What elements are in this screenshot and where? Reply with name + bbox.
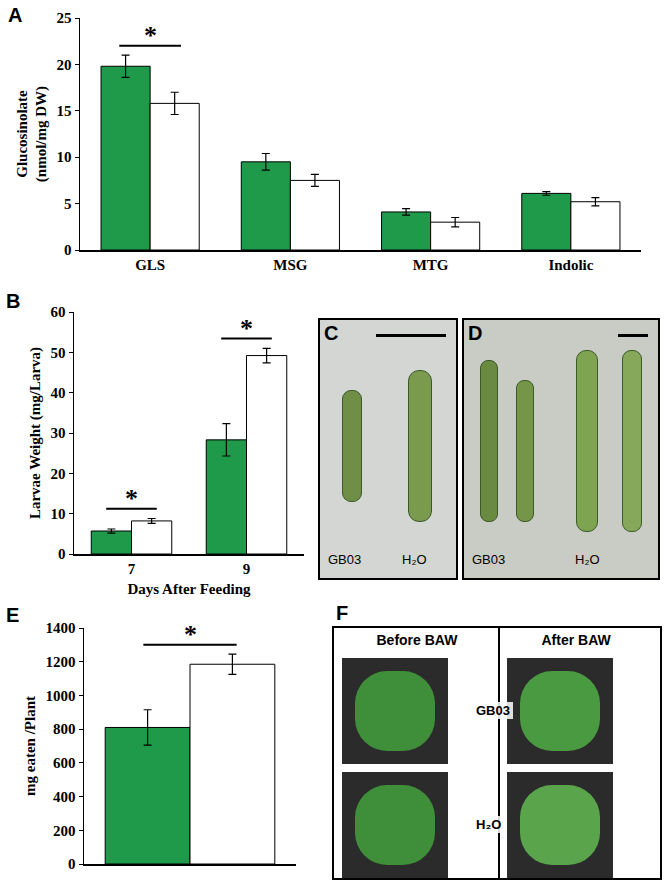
svg-text:GLS: GLS xyxy=(135,257,165,273)
svg-text:1200: 1200 xyxy=(46,654,76,670)
svg-text:Larvae Weight (mg/Larva): Larvae Weight (mg/Larva) xyxy=(27,347,44,519)
svg-text:800: 800 xyxy=(53,721,76,737)
html-text:A: A xyxy=(8,4,23,26)
svg-text:Days After Feeding: Days After Feeding xyxy=(127,581,251,597)
svg-text:25: 25 xyxy=(57,10,72,26)
html-text:After BAW: After BAW xyxy=(541,632,611,648)
svg-text:600: 600 xyxy=(53,755,76,771)
svg-text:5: 5 xyxy=(64,196,72,212)
html-text:GB03: GB03 xyxy=(328,552,362,567)
svg-text:Glucosinolate(nmol/mg DW): Glucosinolate(nmol/mg DW) xyxy=(14,86,51,182)
svg-text:MSG: MSG xyxy=(273,257,308,273)
svg-text:7: 7 xyxy=(128,561,136,577)
svg-text:9: 9 xyxy=(243,561,251,577)
svg-text:400: 400 xyxy=(53,789,76,805)
svg-text:40: 40 xyxy=(51,385,66,401)
html-text:GB03: GB03 xyxy=(472,552,506,567)
svg-text:1000: 1000 xyxy=(46,688,76,704)
svg-text:0: 0 xyxy=(68,856,76,872)
svg-text:0: 0 xyxy=(64,242,72,258)
html-text:F: F xyxy=(336,602,349,624)
svg-text:20: 20 xyxy=(57,57,72,73)
html-text:H₂O: H₂O xyxy=(402,552,427,567)
html-text:D: D xyxy=(468,322,483,344)
svg-text:Indolic: Indolic xyxy=(548,257,593,273)
svg-text:*: * xyxy=(184,620,197,649)
svg-text:*: * xyxy=(144,21,157,50)
svg-text:*: * xyxy=(240,314,253,343)
svg-text:60: 60 xyxy=(51,304,66,320)
svg-text:1400: 1400 xyxy=(46,620,76,636)
html-text:H₂O: H₂O xyxy=(476,817,502,832)
svg-text:MTG: MTG xyxy=(413,257,449,273)
svg-text:0: 0 xyxy=(58,546,66,562)
html-text:H₂O: H₂O xyxy=(575,552,600,567)
html-text:B: B xyxy=(6,290,21,312)
svg-text:mg eaten /Plant: mg eaten /Plant xyxy=(22,696,38,796)
svg-text:200: 200 xyxy=(53,823,76,839)
html-text:E: E xyxy=(6,604,20,626)
svg-text:10: 10 xyxy=(51,506,66,522)
html-text:C: C xyxy=(324,322,339,344)
svg-text:20: 20 xyxy=(51,466,66,482)
svg-text:30: 30 xyxy=(51,425,66,441)
svg-text:15: 15 xyxy=(57,103,72,119)
svg-text:50: 50 xyxy=(51,345,66,361)
html-text:Before BAW: Before BAW xyxy=(376,632,458,648)
svg-text:10: 10 xyxy=(57,149,72,165)
svg-text:*: * xyxy=(125,484,138,513)
html-text:GB03: GB03 xyxy=(476,703,510,718)
